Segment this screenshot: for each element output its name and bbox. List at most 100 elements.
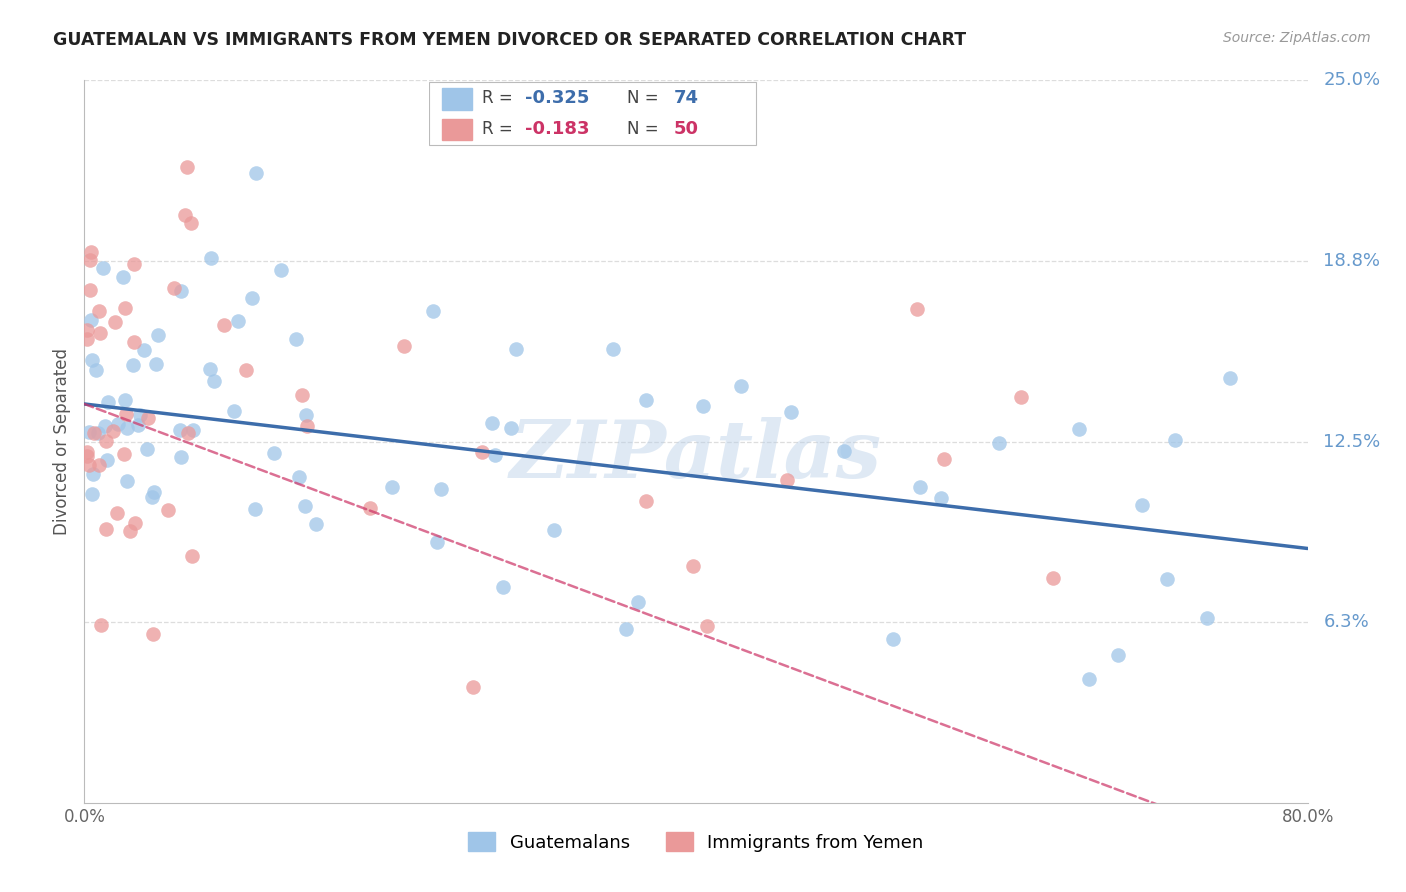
Point	[146, 328, 169, 343]
Point	[775, 474, 797, 488]
Point	[79, 244, 101, 259]
Point	[305, 516, 328, 531]
Point	[461, 680, 484, 694]
Point	[181, 549, 204, 564]
Point	[97, 394, 120, 409]
Point	[89, 326, 111, 340]
Point	[1010, 390, 1032, 404]
Point	[243, 502, 266, 516]
Point	[77, 425, 100, 439]
Point	[107, 417, 129, 431]
Point	[84, 363, 107, 377]
Point	[128, 408, 150, 422]
Point	[181, 423, 204, 437]
Point	[1132, 498, 1154, 512]
Point	[730, 378, 752, 392]
Point	[76, 323, 98, 337]
Text: R =: R =	[482, 89, 512, 107]
Point	[202, 374, 225, 388]
Point	[115, 474, 138, 488]
Point	[242, 291, 264, 305]
Point	[505, 342, 527, 356]
Point	[91, 261, 114, 276]
Point	[602, 342, 624, 356]
Point	[94, 522, 117, 536]
Point	[83, 425, 105, 440]
Point	[117, 421, 139, 435]
Point	[832, 444, 855, 458]
Point	[430, 483, 453, 497]
Point	[127, 417, 149, 432]
Point	[93, 419, 115, 434]
Point	[142, 627, 165, 641]
Point	[288, 470, 311, 484]
Point	[200, 251, 222, 265]
Point	[471, 445, 494, 459]
Point	[82, 487, 104, 501]
Point	[118, 524, 141, 539]
Point	[910, 480, 932, 494]
Point	[1067, 422, 1090, 436]
Point	[136, 410, 159, 425]
Point	[103, 424, 125, 438]
Point	[263, 446, 285, 460]
Text: N =: N =	[627, 89, 658, 107]
Point	[132, 343, 155, 357]
Text: 6.3%: 6.3%	[1323, 613, 1369, 632]
Point	[1219, 371, 1241, 385]
Point	[122, 334, 145, 349]
Point	[270, 263, 292, 277]
Point	[82, 467, 104, 481]
Point	[934, 451, 956, 466]
Point	[696, 618, 718, 632]
Point	[634, 494, 657, 508]
Y-axis label: Divorced or Separated: Divorced or Separated	[53, 348, 72, 535]
Point	[79, 458, 101, 472]
Point	[294, 499, 316, 513]
Point	[76, 449, 98, 463]
Text: -0.183: -0.183	[524, 120, 589, 138]
Point	[142, 484, 165, 499]
Point	[87, 425, 110, 440]
Point	[76, 332, 98, 346]
Point	[295, 408, 318, 422]
Point	[80, 353, 103, 368]
Point	[392, 339, 415, 353]
Point	[115, 407, 138, 421]
Point	[198, 362, 221, 376]
Point	[905, 302, 928, 317]
Point	[692, 399, 714, 413]
Point	[931, 491, 953, 505]
Point	[90, 618, 112, 632]
Point	[79, 283, 101, 297]
Point	[1156, 572, 1178, 586]
Point	[297, 419, 319, 434]
Point	[426, 535, 449, 549]
Point	[170, 284, 193, 298]
Bar	[441, 88, 472, 110]
Text: 12.5%: 12.5%	[1323, 433, 1381, 450]
Point	[114, 393, 136, 408]
Point	[422, 304, 444, 318]
Text: 50: 50	[673, 120, 699, 138]
Point	[170, 450, 193, 465]
Text: 74: 74	[673, 89, 699, 107]
Point	[882, 632, 904, 646]
Point	[492, 580, 515, 594]
Point	[484, 448, 506, 462]
Point	[174, 209, 197, 223]
Point	[112, 446, 135, 460]
Point	[124, 516, 146, 531]
Point	[145, 357, 167, 371]
Point	[245, 166, 267, 180]
Point	[682, 558, 704, 573]
Point	[121, 358, 143, 372]
Point	[636, 392, 658, 407]
Point	[105, 506, 128, 520]
Point	[291, 388, 314, 402]
Point	[122, 257, 145, 271]
Point	[94, 434, 117, 448]
Point	[226, 314, 249, 328]
Point	[176, 160, 198, 174]
Point	[79, 313, 101, 327]
